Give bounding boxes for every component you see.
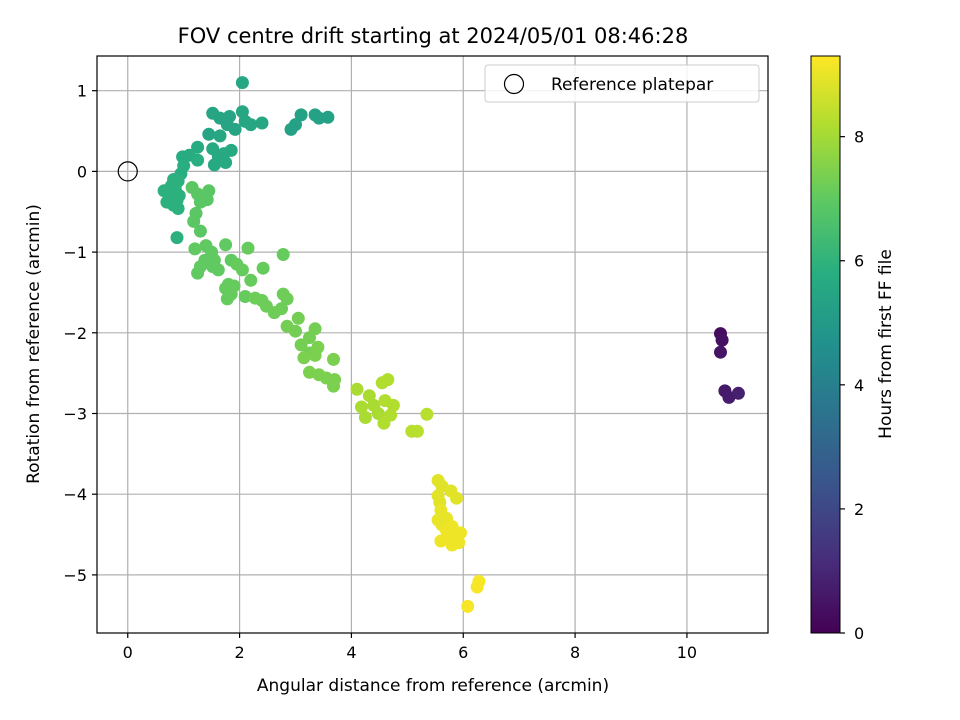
data-point xyxy=(355,400,368,414)
colorbar-gradient xyxy=(810,55,841,634)
colorbar: 0 2 4 6 8 Hours from first FF file xyxy=(810,55,896,643)
data-point xyxy=(327,352,340,366)
data-point xyxy=(280,292,294,306)
x-tick-label: 2 xyxy=(234,643,244,662)
data-point xyxy=(187,214,201,228)
data-point xyxy=(256,261,270,275)
x-axis-ticks: 0 2 4 6 8 10 xyxy=(123,633,697,662)
reference-platepar-marker xyxy=(117,161,138,182)
data-point xyxy=(291,311,305,325)
data-point xyxy=(297,351,311,365)
data-point xyxy=(235,76,249,90)
y-tick-label: 1 xyxy=(77,82,87,101)
data-point xyxy=(202,127,216,141)
data-point xyxy=(327,379,340,393)
y-tick-label: −2 xyxy=(63,324,87,343)
data-point xyxy=(244,273,258,287)
data-point xyxy=(276,248,290,261)
data-point xyxy=(362,389,376,403)
data-point xyxy=(450,491,463,505)
data-point xyxy=(308,322,322,336)
data-point xyxy=(220,292,234,306)
x-tick-label: 0 xyxy=(123,643,133,662)
data-point xyxy=(224,143,238,157)
data-point xyxy=(275,302,288,316)
data-point xyxy=(191,266,205,280)
data-point xyxy=(211,263,225,277)
colorbar-label: Hours from first FF file xyxy=(876,249,896,439)
data-point xyxy=(311,340,325,354)
colorbar-tick-label: 6 xyxy=(854,252,864,271)
legend-box xyxy=(484,64,760,103)
data-point xyxy=(294,108,308,122)
data-point xyxy=(193,224,207,238)
data-points xyxy=(117,76,745,613)
data-point xyxy=(358,411,372,424)
chart-title: FOV centre drift starting at 2024/05/01 … xyxy=(178,24,689,48)
y-tick-label: −4 xyxy=(63,485,87,504)
y-tick-label: −3 xyxy=(63,404,87,423)
data-point xyxy=(470,580,484,594)
data-point xyxy=(219,238,233,252)
data-point xyxy=(452,536,466,550)
data-point xyxy=(714,345,727,359)
y-axis-label: Rotation from reference (arcmin) xyxy=(24,204,44,484)
data-point xyxy=(715,333,729,347)
legend-reference-marker xyxy=(503,73,525,95)
data-point xyxy=(731,386,745,400)
data-point xyxy=(213,129,227,143)
data-point xyxy=(371,407,385,420)
data-point xyxy=(381,373,395,387)
data-point xyxy=(171,202,185,215)
x-axis-label: Angular distance from reference (arcmin) xyxy=(257,676,609,696)
data-point xyxy=(289,324,302,338)
data-point xyxy=(284,122,298,136)
data-point xyxy=(200,193,214,207)
colorbar-tick-label: 4 xyxy=(854,376,864,395)
y-tick-label: 0 xyxy=(77,162,87,181)
data-point xyxy=(244,118,258,132)
data-point xyxy=(321,110,335,124)
data-point xyxy=(241,241,255,255)
legend-entry-reference: Reference platepar xyxy=(551,75,713,95)
colorbar-tick-label: 0 xyxy=(854,624,864,643)
data-point xyxy=(228,122,242,136)
data-point xyxy=(188,242,202,256)
data-point xyxy=(235,263,249,277)
x-tick-label: 8 xyxy=(570,643,580,662)
x-tick-label: 6 xyxy=(458,643,468,662)
colorbar-tick-label: 8 xyxy=(854,128,864,147)
legend: Reference platepar xyxy=(484,64,760,103)
data-point xyxy=(172,189,186,203)
data-point xyxy=(386,398,400,412)
data-point xyxy=(191,140,205,154)
data-point xyxy=(410,424,424,438)
data-point xyxy=(255,116,269,130)
data-point xyxy=(350,382,364,396)
y-tick-label: −5 xyxy=(63,566,87,585)
data-point xyxy=(219,156,233,169)
data-point xyxy=(461,599,475,613)
plot-frame xyxy=(96,55,769,634)
data-point xyxy=(420,407,434,421)
data-point xyxy=(454,526,467,540)
data-point xyxy=(294,338,308,352)
grid-lines xyxy=(97,56,768,633)
y-axis-ticks: 1 0 −1 −2 −3 −4 −5 xyxy=(63,82,97,585)
data-point xyxy=(191,153,205,167)
data-point xyxy=(207,158,221,172)
data-point xyxy=(238,290,252,303)
data-point xyxy=(170,231,184,245)
x-tick-label: 10 xyxy=(677,643,697,662)
colorbar-ticks: 0 2 4 6 8 xyxy=(840,128,864,643)
y-tick-label: −1 xyxy=(63,243,87,262)
x-tick-label: 4 xyxy=(346,643,356,662)
colorbar-tick-label: 2 xyxy=(854,500,864,519)
